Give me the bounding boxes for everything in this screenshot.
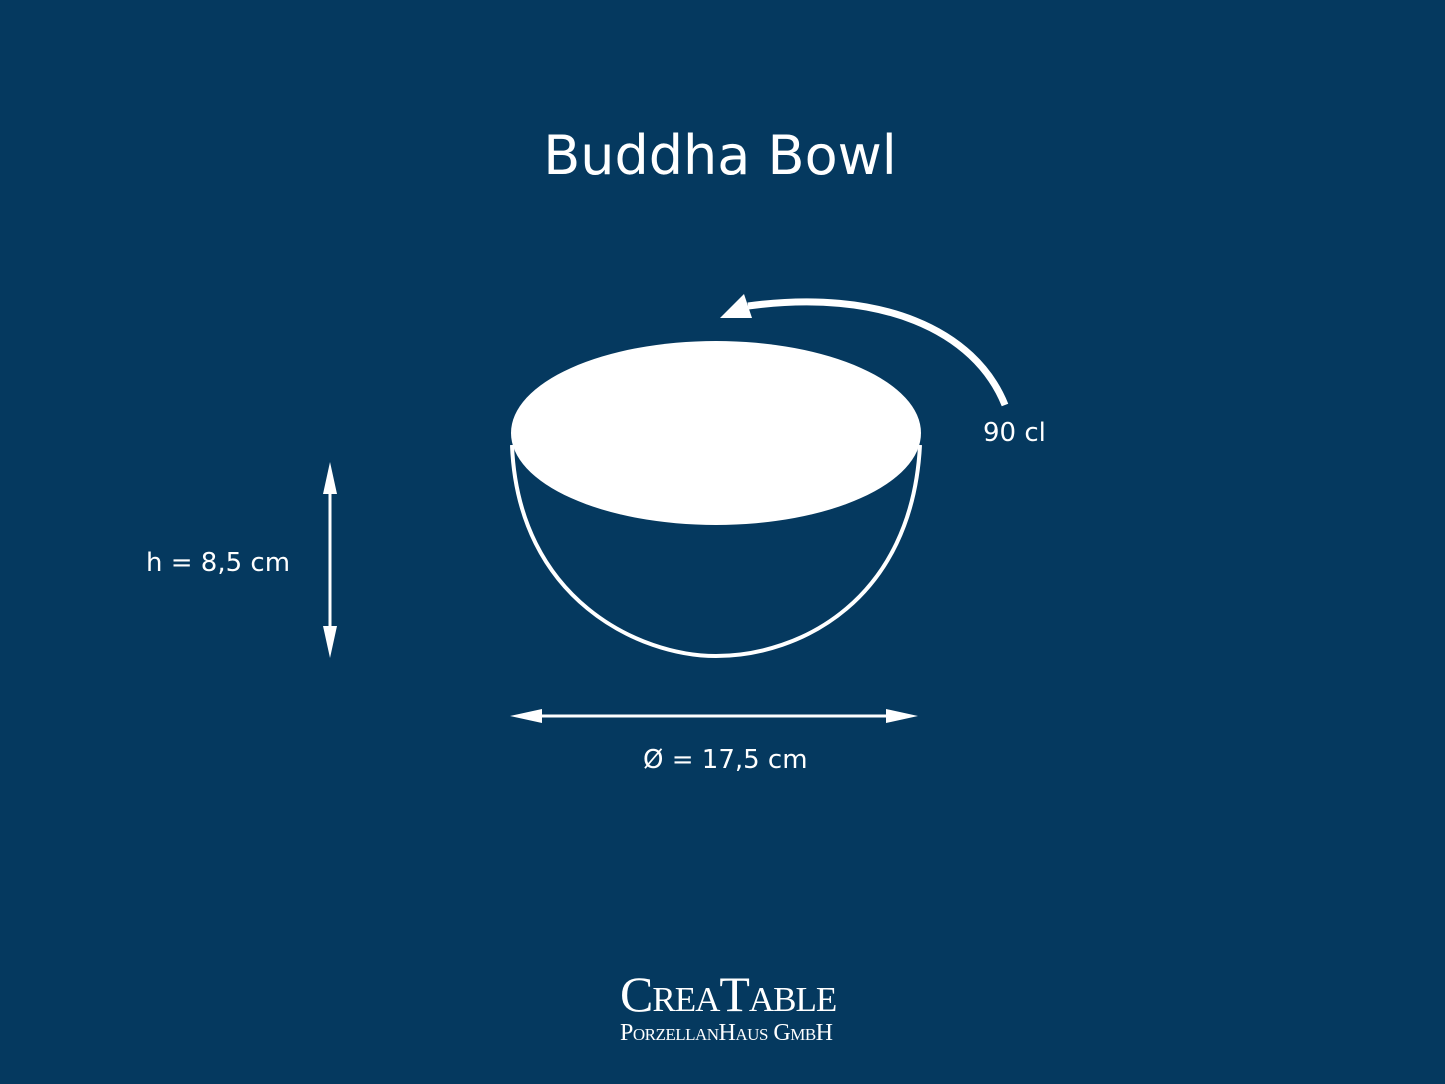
height-label: h = 8,5 cm [146, 548, 291, 578]
capacity-arrowhead [720, 294, 752, 318]
logo-subtitle: PorzellanHaus GmbH [620, 1020, 833, 1046]
capacity-arc-arrow [747, 298, 1009, 407]
height-arrow [323, 462, 337, 658]
bowl-body-outline [510, 444, 922, 659]
page-title: Buddha Bowl [543, 124, 897, 187]
bowl-rim [511, 341, 921, 525]
diameter-arrow [510, 709, 918, 723]
logo-name: CreaTable [620, 966, 837, 1022]
brand-logo: CreaTable PorzellanHaus GmbH [620, 966, 837, 1046]
capacity-label: 90 cl [983, 418, 1046, 448]
diameter-label: Ø = 17,5 cm [643, 745, 808, 775]
